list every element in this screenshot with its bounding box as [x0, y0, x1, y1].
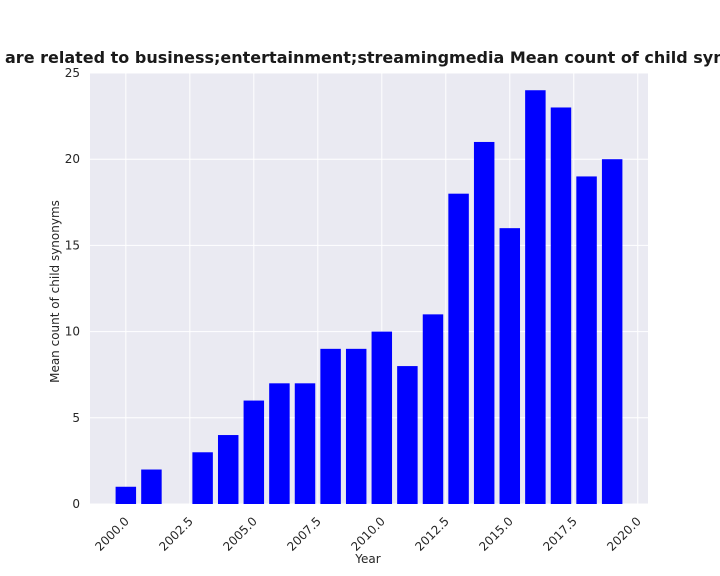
- x-tick-label: 2000.0: [92, 514, 132, 554]
- x-tick-label: 2005.0: [220, 514, 260, 554]
- y-tick-label: 20: [65, 152, 80, 166]
- bar-2009: [345, 348, 367, 504]
- x-tick-label: 2017.5: [540, 514, 580, 554]
- bar-2001: [141, 469, 162, 504]
- bar-2017: [550, 107, 572, 504]
- bar-2011: [397, 366, 418, 504]
- bar-2019: [601, 159, 623, 504]
- bar-2018: [576, 176, 597, 504]
- chart-title: are related to business;entertainment;st…: [5, 48, 720, 67]
- x-axis-label: Year: [354, 552, 380, 566]
- y-tick-label: 5: [72, 411, 80, 425]
- y-tick-label: 10: [65, 325, 80, 339]
- bar-2014: [473, 141, 495, 504]
- y-axis-label: Mean count of child synonyms: [48, 200, 62, 383]
- x-tick-label: 2015.0: [476, 514, 516, 554]
- y-tick-labels: 0 5 10 15 20 25: [65, 66, 80, 511]
- y-tick-label: 15: [65, 238, 80, 252]
- bar-2004: [217, 435, 239, 504]
- bar-2006: [269, 383, 290, 504]
- x-tick-label: 2012.5: [412, 514, 452, 554]
- bar-2015: [499, 228, 521, 504]
- bar-2010: [371, 331, 393, 504]
- y-tick-label: 0: [72, 497, 80, 511]
- bar-2016: [525, 90, 546, 505]
- bar-2012: [422, 314, 444, 504]
- y-tick-label: 25: [65, 66, 80, 80]
- bars: [115, 90, 623, 505]
- bar-2013: [448, 193, 469, 504]
- x-tick-label: 2007.5: [284, 514, 324, 554]
- bar-2008: [320, 348, 341, 504]
- bar-2007: [294, 383, 316, 504]
- x-tick-label: 2020.0: [604, 514, 644, 554]
- bar-2000: [115, 486, 137, 504]
- x-tick-labels: 2000.0 2002.5 2005.0 2007.5 2010.0 2012.5 2015…: [92, 514, 644, 554]
- bar-2005: [243, 400, 265, 504]
- x-tick-label: 2002.5: [156, 514, 196, 554]
- bar-2003: [192, 452, 213, 504]
- x-tick-label: 2010.0: [348, 514, 388, 554]
